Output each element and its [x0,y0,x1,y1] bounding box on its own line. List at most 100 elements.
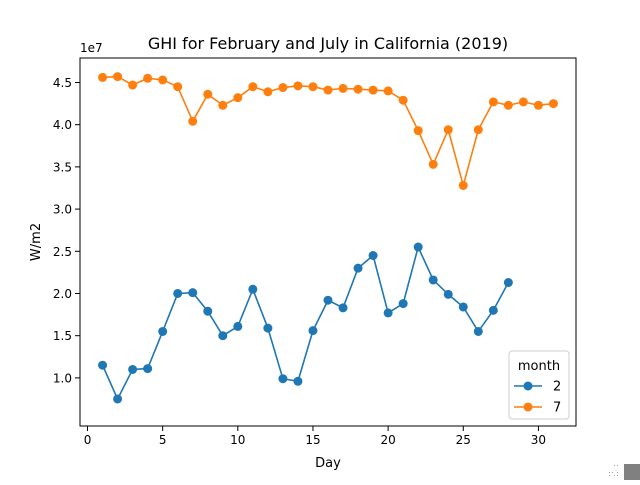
data-point-7 [173,82,183,92]
y-tick-label: 2.5 [53,245,72,259]
data-point-7 [428,159,438,169]
data-point-2 [368,251,378,260]
data-point-7 [128,80,138,90]
x-tick-label: 15 [305,433,320,447]
legend-label-7: 7 [553,401,561,416]
x-tick-label: 0 [84,433,92,447]
data-point-2 [203,306,213,316]
data-point-7 [548,99,558,109]
data-point-7 [518,97,528,107]
x-tick-label: 5 [159,433,167,447]
legend-box [508,350,570,420]
data-point-7 [353,84,363,94]
resize-grip-icon[interactable] [624,464,640,480]
data-point-2 [338,303,348,313]
legend-title: month [518,359,560,374]
series-line-2 [101,246,510,400]
legend-entry-2: 2 [514,380,561,395]
y-axis-offset-label: 1e7 [80,41,103,55]
data-point-2 [473,326,483,336]
data-point-7 [278,83,288,93]
data-point-2 [128,364,138,374]
series-2 [98,242,513,404]
legend-label-2: 2 [553,380,561,395]
y-tick-label: 3.5 [53,160,72,174]
data-point-7 [218,100,228,110]
data-point-7 [338,83,348,93]
data-point-2 [233,321,243,331]
data-point-2 [383,308,393,318]
data-point-7 [293,81,303,91]
data-point-7 [383,86,393,96]
data-point-7 [503,100,513,110]
data-point-2 [248,284,258,294]
y-tick-label: 4.5 [53,76,72,90]
data-point-2 [458,302,468,312]
data-point-7 [443,125,453,135]
data-point-2 [143,364,153,374]
data-point-7 [368,85,378,95]
data-point-2 [413,242,423,252]
data-point-2 [503,278,513,288]
data-point-7 [473,125,483,135]
data-point-7 [233,93,243,103]
data-point-7 [323,85,333,95]
plot-frame [79,57,577,427]
series-7 [98,72,558,190]
legend-marker-2 [523,381,533,391]
y-tick-label: 1.5 [53,329,72,343]
data-point-2 [278,374,288,384]
axes [79,57,577,427]
data-point-2 [188,288,198,298]
data-point-7 [203,89,213,99]
data-point-2 [263,323,273,333]
y-tick-label: 3.0 [53,203,72,217]
y-axis-ticks: 1.0 1.5 2.0 2.5 3.0 3.5 4.0 4.5 [53,76,80,385]
data-point-7 [98,72,108,82]
y-tick-label: 4.0 [53,118,72,132]
data-point-2 [158,326,168,336]
x-axis-label: Day [315,456,341,471]
resize-grip-dots [609,465,618,476]
data-point-7 [188,116,198,126]
data-point-7 [458,180,468,190]
legend: month 2 7 [508,350,570,420]
data-point-2 [443,289,453,299]
data-point-7 [143,73,153,83]
data-point-7 [308,82,318,92]
x-tick-label: 10 [230,433,245,447]
data-point-7 [263,87,273,97]
legend-entry-7: 7 [514,401,561,416]
data-point-2 [398,299,408,309]
data-point-2 [308,326,318,336]
data-point-7 [533,100,543,110]
data-point-2 [173,288,183,298]
chart-title: GHI for February and July in California … [148,34,508,53]
data-point-2 [293,376,303,386]
x-tick-label: 25 [456,433,471,447]
window-resize-area [609,465,618,476]
data-point-7 [158,75,168,85]
data-point-2 [323,295,333,305]
x-axis-ticks: 0 5 10 15 20 25 30 [84,426,546,447]
x-tick-label: 20 [380,433,395,447]
data-point-2 [488,305,498,315]
data-point-7 [488,97,498,107]
y-axis-label: W/m2 [29,223,44,261]
data-point-7 [413,126,423,136]
data-series [98,72,558,404]
legend-marker-7 [523,402,533,412]
data-point-7 [398,95,408,105]
data-point-2 [98,360,108,370]
y-tick-label: 1.0 [53,371,72,385]
data-point-7 [248,82,258,92]
data-point-2 [428,275,438,285]
x-tick-label: 30 [531,433,546,447]
data-point-2 [113,394,123,404]
y-tick-label: 2.0 [53,287,72,301]
data-point-2 [218,331,228,341]
data-point-7 [113,72,123,82]
data-point-2 [353,263,363,273]
